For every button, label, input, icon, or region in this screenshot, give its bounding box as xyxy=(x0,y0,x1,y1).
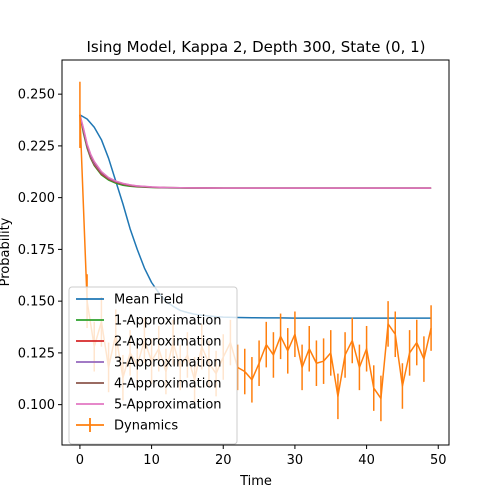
series-5-approximation xyxy=(79,114,432,189)
legend-label-2-approximation: 2-Approximation xyxy=(114,335,222,350)
legend-box xyxy=(68,286,238,445)
series-line-5-approximation xyxy=(79,114,432,189)
legend-label-3-approximation: 3-Approximation xyxy=(114,356,222,371)
y-tick-label: 0.150 xyxy=(18,295,55,310)
y-tick-label: 0.250 xyxy=(18,88,55,103)
plot-frame xyxy=(61,59,450,446)
chart-title: Ising Model, Kappa 2, Depth 300, State (… xyxy=(86,38,425,56)
y-tick-label: 0.100 xyxy=(18,398,55,413)
legend: Mean Field 1-Approximation 2-Approximation… xyxy=(68,286,238,445)
legend-label-mean-field: Mean Field xyxy=(114,293,184,308)
x-axis-label: Time xyxy=(239,474,272,489)
x-tick-label: 40 xyxy=(358,453,375,468)
y-tick-label: 0.175 xyxy=(18,243,55,258)
x-tick-label: 50 xyxy=(430,453,447,468)
x-tick-label: 0 xyxy=(76,453,84,468)
y-tick-label: 0.200 xyxy=(18,191,55,206)
y-axis-label: Probability xyxy=(0,217,13,286)
legend-label-dynamics: Dynamics xyxy=(114,419,178,434)
y-tick-label: 0.225 xyxy=(18,139,55,154)
y-tick-label: 0.125 xyxy=(18,346,55,361)
legend-label-1-approximation: 1-Approximation xyxy=(114,314,222,329)
x-tick-label: 30 xyxy=(287,453,304,468)
x-tick-label: 10 xyxy=(143,453,160,468)
legend-label-5-approximation: 5-Approximation xyxy=(114,398,222,413)
legend-label-4-approximation: 4-Approximation xyxy=(114,377,222,392)
x-tick-label: 20 xyxy=(215,453,232,468)
